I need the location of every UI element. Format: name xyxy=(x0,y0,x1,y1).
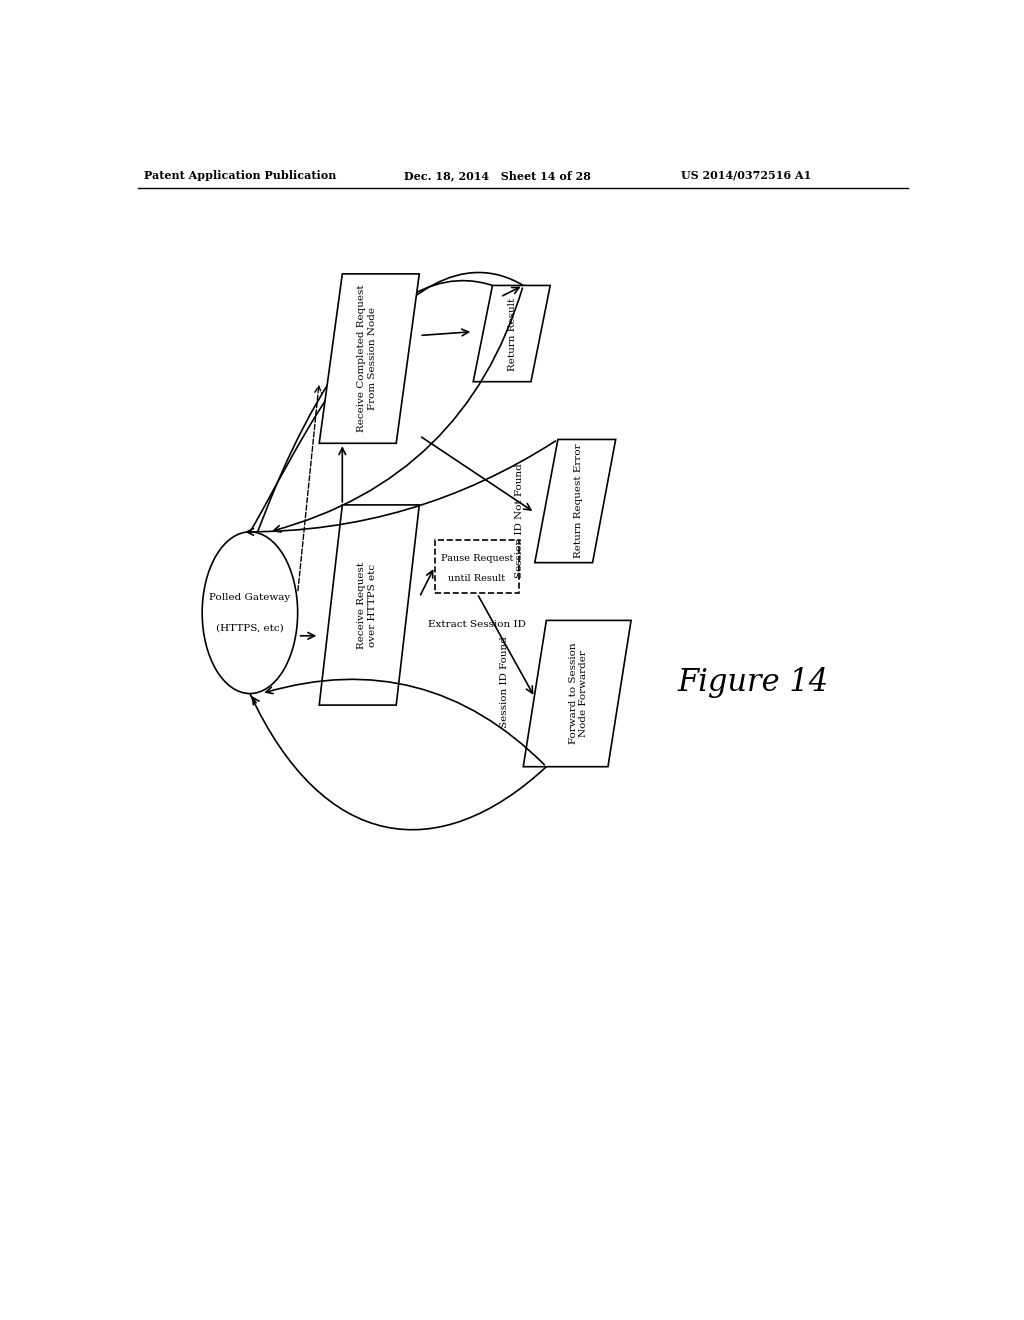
Text: Figure 14: Figure 14 xyxy=(677,667,828,697)
Text: Return Request Error: Return Request Error xyxy=(574,444,584,558)
Text: Extract Session ID: Extract Session ID xyxy=(428,620,526,628)
Ellipse shape xyxy=(202,532,298,693)
Polygon shape xyxy=(523,620,631,767)
Text: Polled Gateway: Polled Gateway xyxy=(209,593,291,602)
Text: Return Result: Return Result xyxy=(508,297,517,371)
Polygon shape xyxy=(535,440,615,562)
Text: Pause Request: Pause Request xyxy=(441,554,513,562)
Polygon shape xyxy=(319,275,419,444)
FancyBboxPatch shape xyxy=(435,540,519,594)
Text: Dec. 18, 2014   Sheet 14 of 28: Dec. 18, 2014 Sheet 14 of 28 xyxy=(403,170,591,181)
Text: Receive Request
over HTTPS etc: Receive Request over HTTPS etc xyxy=(357,561,377,648)
Text: Session ID Found: Session ID Found xyxy=(500,636,509,727)
Text: until Result: until Result xyxy=(449,574,506,583)
Text: Session ID Not Found: Session ID Not Found xyxy=(515,463,524,578)
Text: Forward to Session
Node Forwarder: Forward to Session Node Forwarder xyxy=(569,643,589,744)
Text: Receive Completed Request
From Session Node: Receive Completed Request From Session N… xyxy=(357,285,377,433)
Polygon shape xyxy=(319,506,419,705)
Text: US 2014/0372516 A1: US 2014/0372516 A1 xyxy=(681,170,811,181)
Polygon shape xyxy=(473,285,550,381)
Text: (HTTPS, etc): (HTTPS, etc) xyxy=(216,623,284,632)
Text: Patent Application Publication: Patent Application Publication xyxy=(144,170,337,181)
